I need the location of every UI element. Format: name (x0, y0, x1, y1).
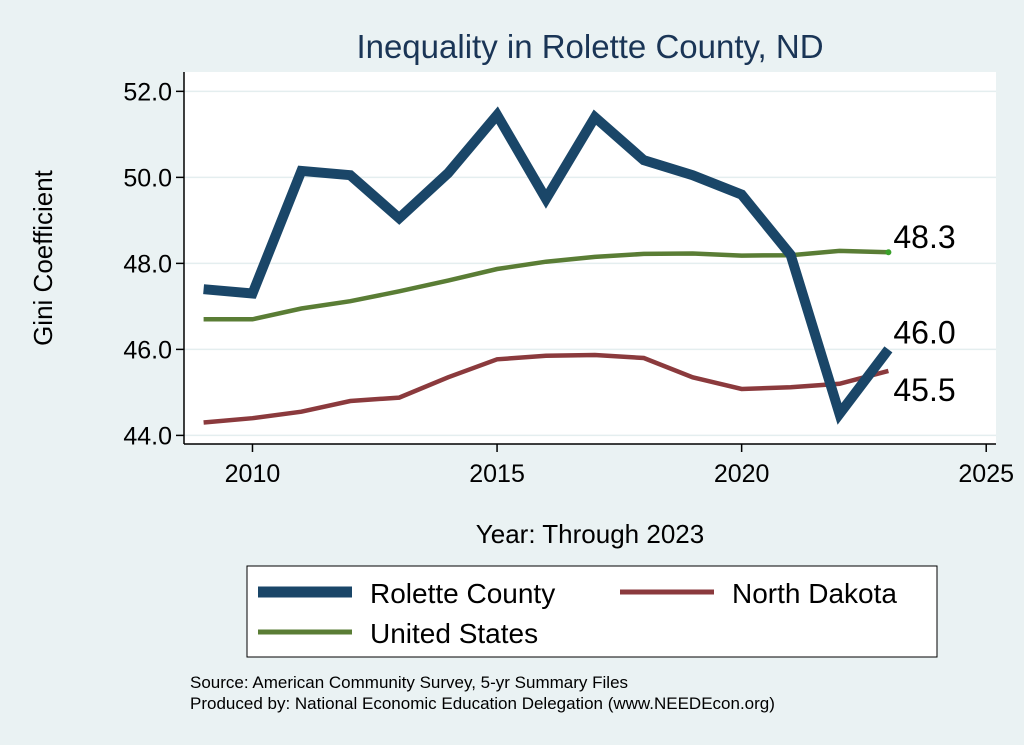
series-line-united-states (203, 248, 889, 322)
end-label-north-dakota: 45.5 (893, 372, 955, 408)
x-tick-label: 2010 (225, 460, 281, 488)
legend: Rolette County North Dakota United State… (246, 565, 938, 658)
legend-box (246, 565, 938, 658)
series-lines (203, 106, 893, 425)
x-tick-label: 2025 (958, 460, 1014, 488)
x-tick-label: 2020 (714, 460, 770, 488)
source-note: Source: American Community Survey, 5-yr … (190, 673, 628, 692)
legend-label-north-dakota: North Dakota (732, 578, 897, 609)
y-tick-label: 48.0 (123, 250, 172, 278)
legend-label-united-states: United States (370, 618, 538, 649)
y-axis-title: Gini Coefficient (28, 169, 58, 346)
y-tick-label: 52.0 (123, 78, 172, 106)
chart-title: Inequality in Rolette County, ND (356, 28, 823, 65)
end-marker-united-states (885, 249, 892, 256)
legend-label-rolette-county: Rolette County (370, 578, 555, 609)
end-label-united-states: 48.3 (893, 219, 955, 255)
x-tick-label: 2015 (469, 460, 525, 488)
y-tick-label: 50.0 (123, 164, 172, 192)
end-label-rolette-county: 46.0 (893, 314, 955, 350)
y-tick-label: 46.0 (123, 336, 172, 364)
x-axis-title: Year: Through 2023 (476, 519, 704, 549)
producer-note: Produced by: National Economic Education… (190, 694, 775, 713)
series-line-rolette-county (203, 106, 893, 425)
series-line-north-dakota (203, 352, 889, 425)
end-labels: 46.0 45.5 48.3 (893, 219, 955, 408)
axis-ticks: 44.0 46.0 48.0 50.0 52.0 2010 2015 2020 2025 (123, 78, 1014, 488)
y-tick-label: 44.0 (123, 422, 172, 450)
